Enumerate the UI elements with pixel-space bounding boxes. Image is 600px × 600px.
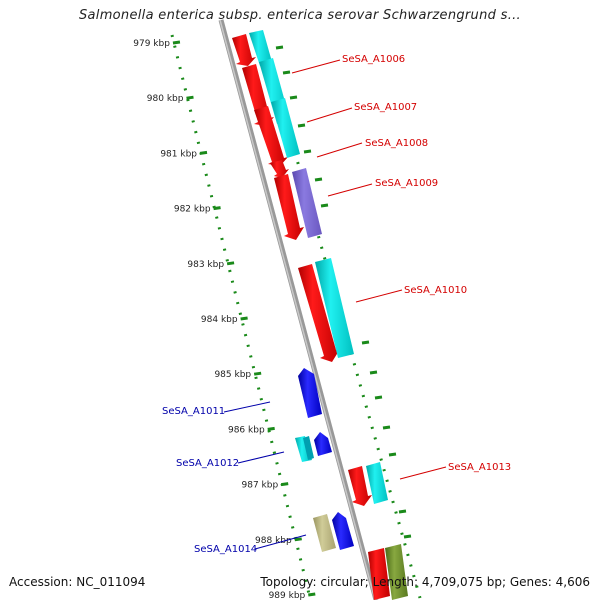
gene-feature[interactable]: [385, 544, 408, 600]
scale-tick-mark: [226, 261, 235, 266]
cds-feature[interactable]: [298, 264, 340, 362]
feature-label[interactable]: SeSA_A1009: [375, 178, 438, 189]
scale-tick-label: 985 kbp: [214, 370, 251, 380]
feature-label[interactable]: SeSA_A1007: [354, 102, 417, 113]
scale-ticks: 979 kbp 980 kbp 981 kbp 982 kbp 983 kbp 984 k…: [133, 39, 316, 600]
cds-feature[interactable]: [274, 174, 304, 240]
gene-feature[interactable]: [249, 30, 272, 66]
scale-tick-label: 981 kbp: [160, 149, 197, 159]
scale-tick-label: 982 kbp: [174, 205, 211, 215]
label-leaders: [223, 59, 447, 550]
backbone-line: [218, 19, 379, 600]
scale-tick-mark: [308, 592, 316, 597]
gene-feature[interactable]: [315, 258, 354, 358]
gene-feature[interactable]: [366, 462, 388, 504]
scale-tick-label: 984 kbp: [201, 315, 238, 325]
scale-tick-label: 987 kbp: [242, 481, 279, 491]
scale-tick-label: 983 kbp: [187, 260, 224, 270]
gene-feature[interactable]: [271, 98, 300, 158]
forward-track-ticks: [275, 45, 412, 539]
genome-summary-text: Topology: circular; Length: 4,709,075 bp…: [260, 575, 590, 589]
scale-tick-mark: [240, 316, 248, 321]
gene-feature[interactable]: [292, 168, 322, 238]
reverse-cds-feature[interactable]: [303, 436, 314, 460]
scale-tick-label: 979 kbp: [133, 39, 170, 49]
cds-feature[interactable]: [270, 160, 289, 178]
scale-tick-mark: [267, 426, 275, 431]
scale-tick-mark: [213, 206, 221, 211]
cds-feature[interactable]: [368, 548, 390, 600]
backbone-highlight: [219, 19, 376, 600]
scale-tick-mark: [294, 537, 302, 542]
cds-feature[interactable]: [348, 466, 372, 506]
feature-label[interactable]: SeSA_A1012: [176, 458, 239, 469]
reverse-cds-feature[interactable]: [298, 368, 322, 418]
feature-label[interactable]: SeSA_A1011: [162, 406, 225, 417]
scale-tick-label: 986 kbp: [228, 425, 265, 435]
scale-tick-mark: [172, 40, 181, 45]
feature-label[interactable]: SeSA_A1013: [448, 462, 511, 473]
cds-feature[interactable]: [254, 106, 288, 166]
cds-feature[interactable]: [232, 34, 256, 66]
scale-tick-mark: [253, 371, 262, 376]
scale-tick-label: 988 kbp: [255, 536, 292, 546]
scale-tick-mark: [280, 482, 289, 487]
scale-tick-mark: [186, 95, 194, 100]
scale-tick-label: 980 kbp: [147, 94, 184, 104]
feature-label[interactable]: SeSA_A1006: [342, 54, 405, 65]
reverse-gene-feature[interactable]: [313, 514, 336, 552]
feature-label[interactable]: SeSA_A1010: [404, 285, 467, 296]
reverse-cds-feature[interactable]: [314, 432, 332, 456]
feature-label[interactable]: SeSA_A1014: [194, 544, 257, 555]
reverse-cds-feature[interactable]: [332, 512, 354, 550]
organism-title: Salmonella enterica subsp. enterica sero…: [78, 8, 521, 23]
scale-tick-label: 989 kbp: [269, 591, 306, 600]
accession-text: Accession: NC_011094: [9, 575, 146, 589]
feature-label[interactable]: SeSA_A1008: [365, 138, 428, 149]
feature-labels: SeSA_A1006 SeSA_A1007 SeSA_A1008 SeSA_A1…: [162, 54, 511, 555]
scale-tick-mark: [199, 150, 208, 155]
